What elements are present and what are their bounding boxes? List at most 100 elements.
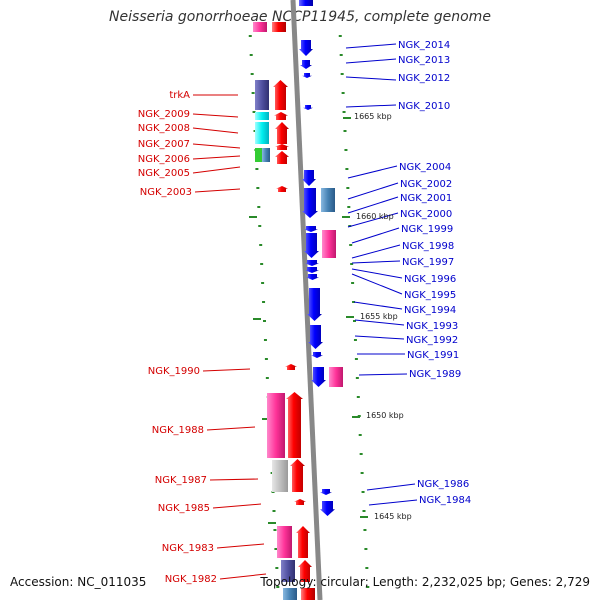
gene-label-ngk-2004[interactable]: NGK_2004: [399, 162, 451, 173]
gene-feature[interactable]: [298, 560, 312, 582]
major-tick: [253, 318, 261, 320]
gene-feature-ngk-2002[interactable]: [302, 188, 318, 218]
gene-feature-ngk-2001[interactable]: [321, 188, 335, 212]
major-tick: [249, 216, 257, 218]
gene-feature[interactable]: [301, 588, 315, 600]
gene-feature[interactable]: [275, 151, 289, 164]
gene-feature[interactable]: [275, 144, 289, 150]
gene-feature[interactable]: [329, 367, 343, 387]
gene-label-ngk-2013[interactable]: NGK_2013: [398, 55, 450, 66]
gene-label-ngk-2008[interactable]: NGK_2008: [138, 123, 190, 134]
tick-dot-left: [265, 377, 269, 379]
gene-feature-ngk-1987[interactable]: [272, 460, 288, 492]
gene-label-ngk-2002[interactable]: NGK_2002: [400, 179, 452, 190]
gene-label-ngk-1989[interactable]: NGK_1989: [409, 369, 461, 380]
gene-feature-ngk-1995[interactable]: [306, 274, 319, 280]
gene-feature-ngk-2014[interactable]: [299, 40, 313, 56]
gene-label-ngk-1990[interactable]: NGK_1990: [148, 366, 200, 377]
gene-feature-ngk-2012[interactable]: [302, 73, 312, 78]
gene-label-ngk-1987[interactable]: NGK_1987: [155, 475, 207, 486]
tick-dot-right: [351, 282, 355, 284]
gene-label-ngk-2006[interactable]: NGK_2006: [138, 154, 190, 165]
gene-feature-ngk-2003[interactable]: [276, 186, 288, 192]
leader-line: [192, 155, 241, 160]
gene-label-ngk-2009[interactable]: NGK_2009: [138, 109, 190, 120]
gene-feature[interactable]: [299, 0, 313, 6]
gene-feature-ngk-1998[interactable]: [304, 233, 319, 258]
tick-dot-right: [353, 320, 356, 322]
gene-feature-ngk-1988[interactable]: [267, 393, 285, 458]
major-tick: [268, 522, 276, 524]
tick-dot-right: [354, 358, 358, 360]
tick-dot-right: [349, 244, 353, 246]
gene-label-ngk-1991[interactable]: NGK_1991: [407, 350, 459, 361]
gene-label-ngk-1996[interactable]: NGK_1996: [404, 274, 456, 285]
gene-feature-ngk-1996[interactable]: [305, 267, 319, 273]
gene-feature[interactable]: [286, 392, 303, 458]
tick-dot-left: [257, 206, 261, 208]
scale-label-1660: 1660 kbp: [356, 212, 394, 221]
tick-dot-left: [264, 358, 268, 360]
gene-label-ngk-1983[interactable]: NGK_1983: [162, 543, 214, 554]
gene-label-ngk-1985[interactable]: NGK_1985: [158, 503, 210, 514]
gene-label-ngk-2007[interactable]: NGK_2007: [138, 139, 190, 150]
gene-feature-ngk-2007[interactable]: [262, 148, 270, 162]
gene-label-ngk-1999[interactable]: NGK_1999: [401, 224, 453, 235]
gene-feature-ngk-1997[interactable]: [305, 260, 319, 266]
gene-feature[interactable]: [275, 122, 289, 144]
gene-feature-ngk-1993[interactable]: [308, 325, 323, 349]
gene-label-ngk-2010[interactable]: NGK_2010: [398, 101, 450, 112]
gene-label-ngk-2003[interactable]: NGK_2003: [140, 187, 192, 198]
leader-line: [354, 335, 405, 340]
gene-label-ngk-1984[interactable]: NGK_1984: [419, 495, 471, 506]
gene-feature-ngk-1982[interactable]: [281, 560, 295, 582]
gene-label-trkA[interactable]: trkA: [169, 90, 190, 101]
scale-label-1650: 1650 kbp: [366, 411, 404, 420]
gene-feature-ngk-1983[interactable]: [277, 526, 292, 558]
gene-feature-ngk-2013[interactable]: [300, 60, 312, 69]
gene-label-ngk-1988[interactable]: NGK_1988: [152, 425, 204, 436]
tick-dot-left: [262, 301, 266, 303]
gene-label-ngk-1982[interactable]: NGK_1982: [165, 574, 217, 585]
gene-label-ngk-2005[interactable]: NGK_2005: [138, 168, 190, 179]
gene-label-ngk-1986[interactable]: NGK_1986: [417, 479, 469, 490]
tick-dot-right: [344, 149, 348, 151]
gene-feature-trkA[interactable]: [255, 80, 269, 110]
gene-label-ngk-1993[interactable]: NGK_1993: [406, 321, 458, 332]
gene-feature[interactable]: [290, 459, 305, 492]
gene-label-ngk-1992[interactable]: NGK_1992: [406, 335, 458, 346]
gene-feature-ngk-1989[interactable]: [311, 367, 326, 387]
gene-feature-ngk-2009[interactable]: [255, 112, 269, 120]
leader-line: [351, 227, 400, 244]
gene-feature[interactable]: [274, 112, 288, 120]
gene-label-ngk-1998[interactable]: NGK_1998: [402, 241, 454, 252]
gene-feature-ngk-1985[interactable]: [294, 499, 306, 505]
leader-line: [347, 196, 399, 214]
gene-feature-ngk-2006[interactable]: [255, 148, 262, 162]
gene-label-ngk-1995[interactable]: NGK_1995: [404, 290, 456, 301]
gene-feature-ngk-1999[interactable]: [304, 226, 318, 232]
gene-feature-ngk-2010[interactable]: [303, 105, 313, 110]
gene-label-ngk-2001[interactable]: NGK_2001: [400, 193, 452, 204]
gene-feature-ngk-2004[interactable]: [302, 170, 316, 186]
gene-feature-ngk-2000[interactable]: [322, 230, 336, 258]
gene-feature-ngk-2008[interactable]: [255, 122, 269, 144]
gene-feature-ngk-1986[interactable]: [320, 489, 332, 495]
gene-feature-ngk-1984[interactable]: [320, 501, 335, 516]
gene-feature[interactable]: [272, 22, 286, 32]
gene-label-ngk-2012[interactable]: NGK_2012: [398, 73, 450, 84]
gene-label-ngk-1997[interactable]: NGK_1997: [402, 257, 454, 268]
tick-dot-left: [252, 111, 256, 113]
gene-feature-ngk-1994[interactable]: [307, 288, 322, 321]
gene-feature-ngk-1991[interactable]: [311, 352, 323, 358]
gene-feature-ngk-1990[interactable]: [285, 364, 297, 370]
gene-feature[interactable]: [283, 588, 297, 600]
leader-line: [206, 426, 256, 431]
gene-feature[interactable]: [273, 80, 288, 110]
gene-label-ngk-2014[interactable]: NGK_2014: [398, 40, 450, 51]
gene-feature[interactable]: [253, 22, 267, 32]
gene-label-ngk-1994[interactable]: NGK_1994: [404, 305, 456, 316]
gene-label-ngk-2000[interactable]: NGK_2000: [400, 209, 452, 220]
gene-feature[interactable]: [296, 526, 310, 558]
